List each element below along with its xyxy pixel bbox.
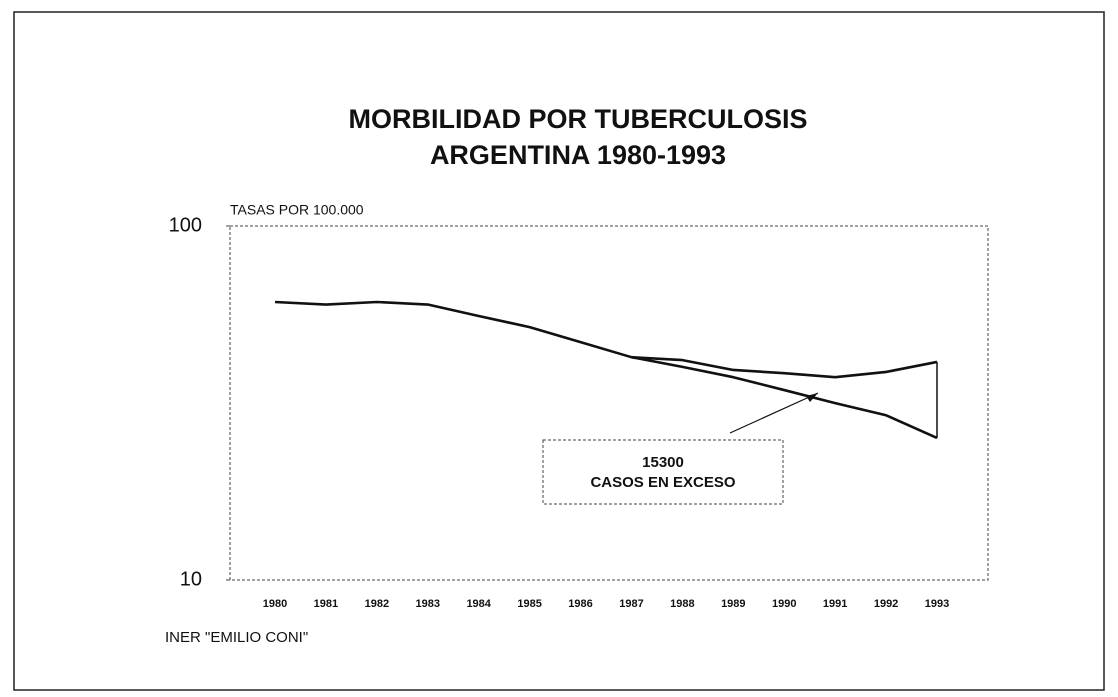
y-axis-label: TASAS POR 100.000 bbox=[230, 202, 364, 218]
x-tick-label: 1986 bbox=[568, 598, 592, 610]
page-border bbox=[13, 11, 1105, 691]
x-tick-label: 1985 bbox=[517, 598, 541, 610]
x-tick-label: 1987 bbox=[619, 598, 643, 610]
series-line bbox=[274, 300, 938, 379]
x-tick-label: 1988 bbox=[670, 598, 694, 610]
x-tick-label: 1989 bbox=[721, 598, 745, 610]
x-tick-label: 1981 bbox=[314, 598, 338, 610]
x-tick-label: 1993 bbox=[925, 598, 949, 610]
x-tick-label: 1980 bbox=[263, 598, 287, 610]
x-tick-label: 1984 bbox=[466, 598, 491, 610]
x-tick-label: 1982 bbox=[365, 598, 389, 610]
annotation-arrow bbox=[729, 392, 819, 434]
plot-frame bbox=[229, 225, 989, 581]
source: INER "EMILIO CONI" bbox=[165, 629, 308, 646]
y-tick-label: 10 bbox=[180, 568, 202, 590]
chart-title: MORBILIDAD POR TUBERCULOSIS bbox=[349, 104, 808, 134]
x-tick-label: 1992 bbox=[874, 598, 898, 610]
annotation-text: CASOS EN EXCESO bbox=[590, 474, 735, 491]
series-line bbox=[631, 355, 938, 440]
chart-title: ARGENTINA 1980-1993 bbox=[430, 140, 726, 170]
x-tick-label: 1983 bbox=[416, 598, 440, 610]
x-tick-label: 1990 bbox=[772, 598, 796, 610]
x-tick-label: 1991 bbox=[823, 598, 847, 610]
y-tick-label: 100 bbox=[169, 214, 202, 236]
annotation-text: 15300 bbox=[642, 454, 684, 471]
annotation-box bbox=[542, 439, 784, 505]
